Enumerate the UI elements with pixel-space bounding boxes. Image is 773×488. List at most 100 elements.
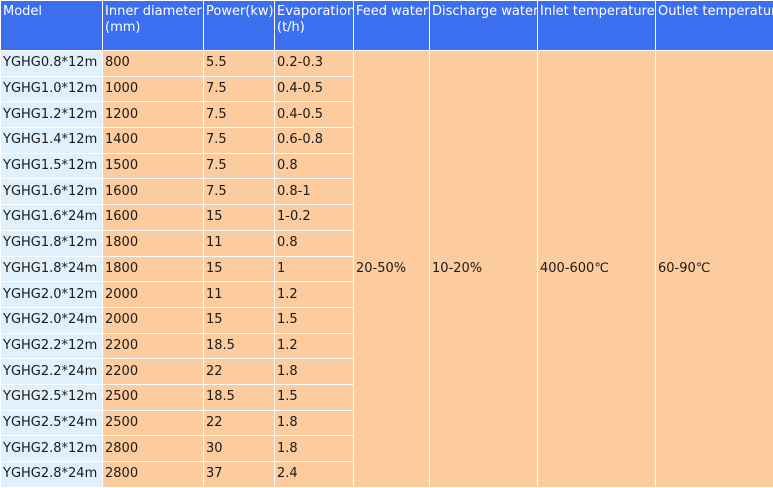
table-row: YGHG2.5*12m 2500 18.5 1.5 xyxy=(0,383,773,411)
cell-evaporation: 1.8 xyxy=(274,435,354,462)
cell-model: YGHG2.8*24m xyxy=(0,461,103,488)
header-evaporation: Evaporation (t/h) xyxy=(274,0,354,51)
header-inner-diameter-line: (mm) xyxy=(105,20,141,35)
cell-diameter: 1500 xyxy=(102,152,204,180)
cell-diameter: 2000 xyxy=(102,306,204,334)
table-row: YGHG2.5*24m 2500 22 1.8 xyxy=(0,409,773,437)
cell-model: YGHG0.8*12m xyxy=(0,50,103,77)
header-power-line: Power(kw) xyxy=(206,4,274,19)
cell-evaporation: 1.5 xyxy=(274,383,354,411)
cell-power: 7.5 xyxy=(203,178,275,206)
cell-power: 5.5 xyxy=(203,50,275,77)
cell-evaporation: 1.8 xyxy=(274,358,354,385)
header-outlet-temperature-line: Outlet temperature xyxy=(658,4,773,19)
table-row: YGHG2.8*24m 2800 37 2.4 xyxy=(0,461,773,488)
cell-evaporation: 0.4-0.5 xyxy=(274,75,354,103)
header-evaporation-line: (t/h) xyxy=(277,20,305,35)
cell-model: YGHG2.0*12m xyxy=(0,281,103,308)
cell-diameter: 2800 xyxy=(102,461,204,488)
table-row: YGHG2.8*12m 2800 30 1.8 xyxy=(0,435,773,462)
header-inlet-temperature: Inlet temperature xyxy=(537,0,656,51)
cell-power: 7.5 xyxy=(203,152,275,180)
cell-power: 7.5 xyxy=(203,127,275,154)
cell-model: YGHG2.5*12m xyxy=(0,383,103,411)
table-row: YGHG0.8*12m 800 5.5 0.2-0.3 20-50% 10-20% 400-… xyxy=(0,50,773,488)
cell-diameter: 2500 xyxy=(102,409,204,437)
cell-model: YGHG1.8*24m xyxy=(0,255,103,283)
table-row: YGHG2.2*24m 2200 22 1.8 xyxy=(0,358,773,385)
cell-diameter: 2200 xyxy=(102,358,204,385)
table-row: YGHG1.8*24m 1800 15 1 xyxy=(0,255,773,283)
cell-model: YGHG1.5*12m xyxy=(0,152,103,180)
cell-evaporation: 0.6-0.8 xyxy=(274,127,354,154)
cell-diameter: 1600 xyxy=(102,178,204,206)
cell-model: YGHG1.0*12m xyxy=(0,75,103,103)
cell-evaporation: 1 xyxy=(274,255,354,283)
cell-evaporation: 1-0.2 xyxy=(274,204,354,231)
cell-model: YGHG2.0*24m xyxy=(0,306,103,334)
header-inner-diameter-line: Inner diameter xyxy=(105,4,202,19)
cell-evaporation: 0.8-1 xyxy=(274,178,354,206)
table-row: YGHG1.2*12m 1200 7.5 0.4-0.5 xyxy=(0,101,773,129)
table-row: YGHG2.2*12m 2200 18.5 1.2 xyxy=(0,332,773,360)
cell-power: 7.5 xyxy=(203,75,275,103)
cell-model: YGHG2.2*24m xyxy=(0,358,103,385)
cell-inlet-temperature: 400-600℃ xyxy=(537,50,656,488)
header-feed-water-line: Feed water xyxy=(356,4,429,19)
cell-model: YGHG1.6*12m xyxy=(0,178,103,206)
header-discharge-water: Discharge water xyxy=(429,0,538,51)
cell-evaporation: 0.8 xyxy=(274,229,354,257)
header-power: Power(kw) xyxy=(203,0,275,51)
cell-diameter: 1800 xyxy=(102,229,204,257)
cell-model: YGHG2.5*24m xyxy=(0,409,103,437)
cell-evaporation: 0.2-0.3 xyxy=(274,50,354,77)
cell-power: 15 xyxy=(203,306,275,334)
table-row: YGHG1.5*12m 1500 7.5 0.8 xyxy=(0,152,773,180)
header-evaporation-line: Evaporation xyxy=(277,4,354,19)
cell-diameter: 1200 xyxy=(102,101,204,129)
cell-diameter: 1000 xyxy=(102,75,204,103)
cell-evaporation: 2.4 xyxy=(274,461,354,488)
cell-evaporation: 0.4-0.5 xyxy=(274,101,354,129)
table-row: YGHG1.8*12m 1800 11 0.8 xyxy=(0,229,773,257)
cell-model: YGHG1.8*12m xyxy=(0,229,103,257)
cell-evaporation: 1.2 xyxy=(274,281,354,308)
header-inner-diameter: Inner diameter (mm) xyxy=(102,0,204,51)
cell-power: 15 xyxy=(203,255,275,283)
header-inlet-temperature-line: Inlet temperature xyxy=(540,4,655,19)
header-model-line: Model xyxy=(3,4,43,19)
cell-power: 7.5 xyxy=(203,101,275,129)
table-row: YGHG1.4*12m 1400 7.5 0.6-0.8 xyxy=(0,127,773,154)
cell-diameter: 2800 xyxy=(102,435,204,462)
cell-power: 22 xyxy=(203,358,275,385)
cell-evaporation: 0.8 xyxy=(274,152,354,180)
cell-model: YGHG2.2*12m xyxy=(0,332,103,360)
header-row: Model Inner diameter (mm) Power(kw) Evaporat… xyxy=(0,0,773,51)
cell-power: 11 xyxy=(203,281,275,308)
cell-diameter: 800 xyxy=(102,50,204,77)
cell-outlet-temperature: 60-90℃ xyxy=(655,50,773,488)
header-outlet-temperature: Outlet temperature xyxy=(655,0,773,51)
cell-power: 30 xyxy=(203,435,275,462)
cell-diameter: 1400 xyxy=(102,127,204,154)
table-row: YGHG1.0*12m 1000 7.5 0.4-0.5 xyxy=(0,75,773,103)
cell-diameter: 1800 xyxy=(102,255,204,283)
cell-diameter: 2000 xyxy=(102,281,204,308)
cell-diameter: 2500 xyxy=(102,383,204,411)
cell-power: 22 xyxy=(203,409,275,437)
cell-diameter: 1600 xyxy=(102,204,204,231)
cell-evaporation: 1.8 xyxy=(274,409,354,437)
header-feed-water: Feed water xyxy=(353,0,430,51)
header-model: Model xyxy=(0,0,103,51)
cell-model: YGHG2.8*12m xyxy=(0,435,103,462)
cell-power: 37 xyxy=(203,461,275,488)
cell-discharge-water: 10-20% xyxy=(429,50,538,488)
table-row: YGHG1.6*24m 1600 15 1-0.2 xyxy=(0,204,773,231)
cell-model: YGHG1.6*24m xyxy=(0,204,103,231)
cell-feed-water: 20-50% xyxy=(353,50,430,488)
cell-model: YGHG1.2*12m xyxy=(0,101,103,129)
cell-power: 15 xyxy=(203,204,275,231)
cell-evaporation: 1.2 xyxy=(274,332,354,360)
cell-power: 18.5 xyxy=(203,332,275,360)
